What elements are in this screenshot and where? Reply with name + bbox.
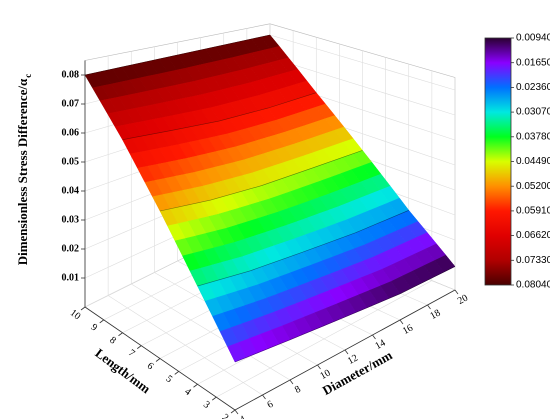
y-tick xyxy=(212,396,217,401)
z-axis-title: Dimensionless Stress Difference/α xyxy=(15,78,30,265)
z-tick-label: 0.08 xyxy=(62,69,80,80)
grid-line xyxy=(269,57,456,116)
x-tick xyxy=(317,364,321,370)
z-tick-label: 0.03 xyxy=(62,214,80,225)
colorbar-tick-label: 0.08040 xyxy=(516,280,550,291)
y-tick xyxy=(174,371,179,375)
x-tick-label: 8 xyxy=(293,384,303,396)
y-tick-label: 6 xyxy=(145,360,156,372)
z-tick-label: 0.07 xyxy=(62,98,80,109)
colorbar-tick-label: 0.01650 xyxy=(516,57,550,68)
x-tick xyxy=(399,319,404,325)
z-tick-label: 0.04 xyxy=(62,185,80,196)
colorbar-tick-label: 0.02360 xyxy=(516,82,550,93)
x-tick-label: 20 xyxy=(456,293,470,307)
x-tick-label: 12 xyxy=(346,353,360,367)
axes: 0.010.020.030.040.050.060.070.0823456789… xyxy=(62,33,550,419)
z-tick-label: 0.01 xyxy=(62,272,80,283)
x-tick-label: 16 xyxy=(401,323,415,337)
y-tick xyxy=(80,306,86,311)
x-tick xyxy=(427,304,431,310)
y-tick xyxy=(99,319,104,324)
y-tick-label: 7 xyxy=(126,348,137,360)
mesh-line xyxy=(234,266,456,363)
colorbar-tick-label: 0.03070 xyxy=(516,107,550,118)
mesh-line xyxy=(197,210,409,287)
mesh-line xyxy=(122,92,317,140)
y-tick-label: 5 xyxy=(164,373,175,385)
z-tick-label: 0.06 xyxy=(62,127,80,138)
x-tick xyxy=(454,289,459,295)
x-tick xyxy=(344,349,349,355)
z-axis-title-sub: c xyxy=(23,74,33,78)
y-axis-title: Length/mm xyxy=(92,345,153,396)
colorbar-tick-label: 0.05910 xyxy=(516,206,550,217)
surface-patch xyxy=(227,342,247,363)
x-tick xyxy=(262,394,266,400)
x-tick xyxy=(234,409,239,415)
y-tick-label: 3 xyxy=(201,399,212,411)
x-tick xyxy=(372,334,376,340)
mesh-line xyxy=(84,34,271,76)
colorbar xyxy=(484,37,512,286)
grid-line xyxy=(269,34,456,91)
z-tick-label: 0.02 xyxy=(62,243,80,254)
y-tick-label: 10 xyxy=(68,307,83,322)
y-tick xyxy=(193,383,198,388)
x-tick-label: 4 xyxy=(238,414,248,419)
grid-line xyxy=(216,280,433,398)
colorbar-tick-label: 0.06620 xyxy=(516,230,550,241)
y-tick-label: 9 xyxy=(89,322,100,334)
y-tick-label: 4 xyxy=(182,386,193,398)
x-tick-label: 14 xyxy=(373,338,387,352)
colorbar-tick-label: 0.05200 xyxy=(516,181,550,192)
mesh-line xyxy=(159,150,363,212)
y-tick xyxy=(230,409,236,414)
y-tick-label: 2 xyxy=(220,412,231,419)
y-tick xyxy=(118,332,123,337)
y-tick-label: 8 xyxy=(107,335,118,347)
x-tick-label: 10 xyxy=(318,368,332,382)
x-tick-label: 6 xyxy=(266,399,276,411)
surface xyxy=(84,34,456,363)
colorbar-tick-label: 0.04490 xyxy=(516,156,550,167)
x-tick xyxy=(289,379,294,385)
x-tick-label: 18 xyxy=(428,308,442,322)
z-tick-label: 0.05 xyxy=(62,156,80,167)
y-tick xyxy=(137,345,142,349)
z-axis-title-group: Dimensionless Stress Difference/α c xyxy=(15,74,33,266)
y-tick xyxy=(155,358,161,362)
colorbar-tick-label: 0.03780 xyxy=(516,131,550,142)
colorbar-tick-label: 0.07330 xyxy=(516,255,550,266)
